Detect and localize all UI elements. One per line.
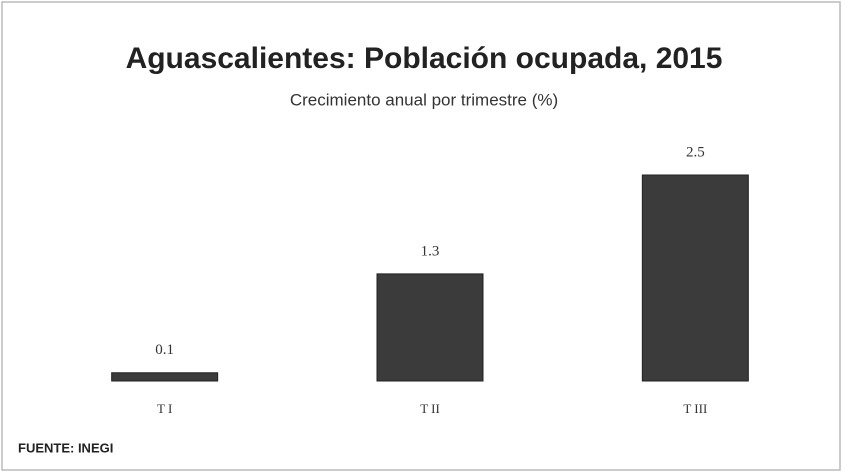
chart-subtitle: Crecimiento anual por trimestre (%) — [290, 90, 558, 109]
data-label: 0.1 — [155, 342, 174, 358]
bar — [111, 372, 219, 382]
source: FUENTE: INEGI — [18, 440, 113, 455]
chart-title: Aguascalientes: Población ocupada, 2015 — [126, 42, 723, 75]
bar — [641, 174, 749, 382]
bar — [376, 273, 484, 382]
x-tick-label: T II — [420, 401, 440, 416]
data-label: 1.3 — [421, 243, 440, 259]
x-tick-label: T I — [157, 401, 172, 416]
x-tick-label: T III — [683, 401, 707, 416]
data-label: 2.5 — [686, 144, 705, 160]
